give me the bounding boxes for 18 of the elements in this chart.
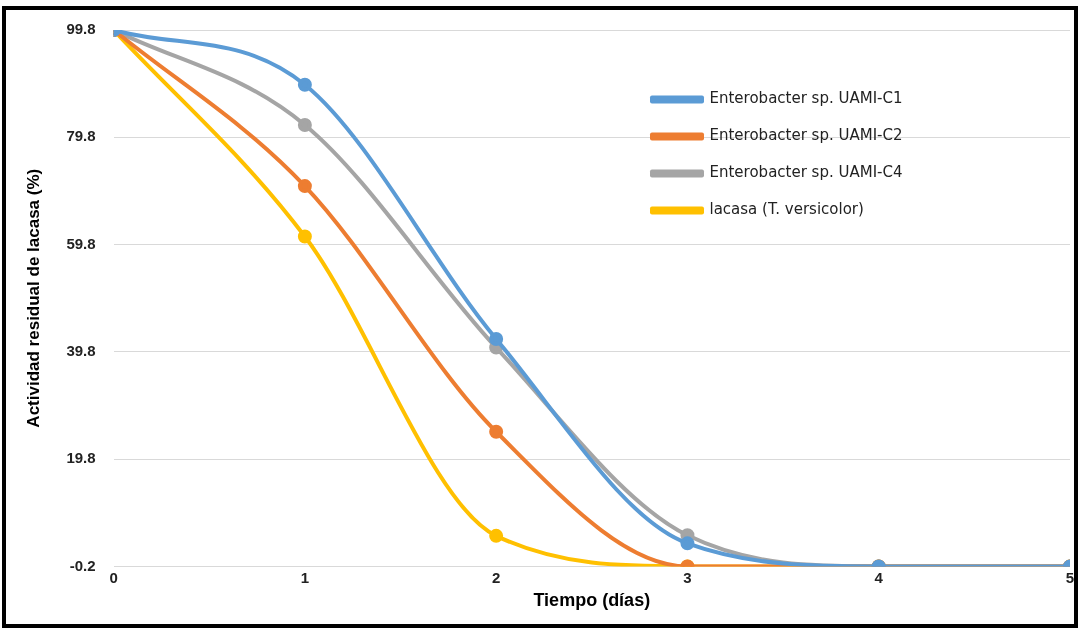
x-axis-title: Tiempo (días) [533, 590, 651, 611]
y-tick-label: 99.8 [66, 20, 96, 38]
y-tick-label: 39.8 [66, 341, 96, 359]
legend-label: lacasa (T. versicolor) [709, 200, 864, 219]
legend-label: Enterobacter sp. UAMI-C1 [709, 89, 903, 108]
y-tick-label: 19.8 [66, 449, 96, 467]
x-tick-label: 4 [874, 568, 884, 586]
y-tick-label: -0.2 [69, 556, 96, 574]
legend-label: Enterobacter sp. UAMI-C4 [709, 163, 903, 182]
x-tick-label: 2 [491, 568, 501, 586]
y-tick-label: 59.8 [66, 234, 96, 252]
x-tick-label: 1 [300, 568, 310, 586]
x-tick-label: 3 [683, 568, 692, 586]
x-tick-label: 5 [1065, 568, 1075, 586]
legend-label: Enterobacter sp. UAMI-C2 [709, 126, 903, 145]
y-axis-title: Actividad residual de lacasa (%) [23, 168, 43, 428]
y-tick-label: 79.8 [66, 127, 96, 145]
x-tick-label: 0 [109, 568, 118, 586]
